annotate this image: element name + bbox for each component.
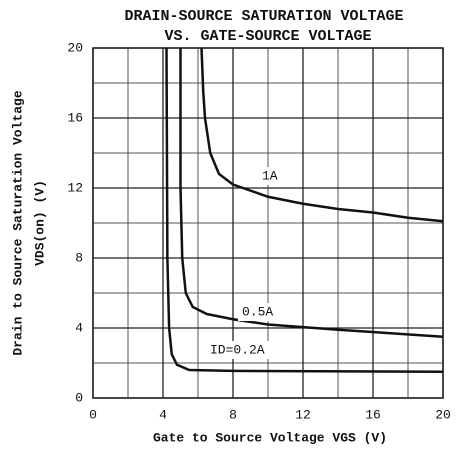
- label-bg: [258, 167, 282, 185]
- series-line: [165, 47, 444, 373]
- y-tick-label: 8: [75, 250, 83, 265]
- y-axis-label: Drain to Source Saturation Voltage: [10, 90, 25, 355]
- x-tick-label: 0: [89, 407, 97, 422]
- y-tick-label: 20: [67, 40, 83, 55]
- chart-subtitle: VS. GATE-SOURCE VOLTAGE: [164, 28, 371, 45]
- y-tick-label: 12: [67, 180, 83, 195]
- x-tick-label: 8: [229, 407, 237, 422]
- y-axis-label-2: VDS(on) (V): [32, 180, 47, 266]
- y-tick-label: 16: [67, 110, 83, 125]
- series-label: 1A: [262, 168, 278, 183]
- x-tick-label: 20: [435, 407, 451, 422]
- y-tick-label: 4: [75, 320, 83, 335]
- label-bg: [238, 303, 278, 321]
- x-axis-label: Gate to Source Voltage VGS (V): [153, 430, 387, 445]
- x-tick-label: 12: [295, 407, 311, 422]
- x-tick-label: 16: [365, 407, 381, 422]
- series-label: ID=0.2A: [210, 342, 265, 357]
- x-tick-label: 4: [159, 407, 167, 422]
- series-line: [179, 48, 444, 338]
- label-bg: [206, 341, 270, 359]
- chart-title: DRAIN-SOURCE SATURATION VOLTAGE: [124, 8, 403, 25]
- y-tick-label: 0: [75, 390, 83, 405]
- series-label: 0.5A: [242, 304, 273, 319]
- series-line: [200, 47, 444, 223]
